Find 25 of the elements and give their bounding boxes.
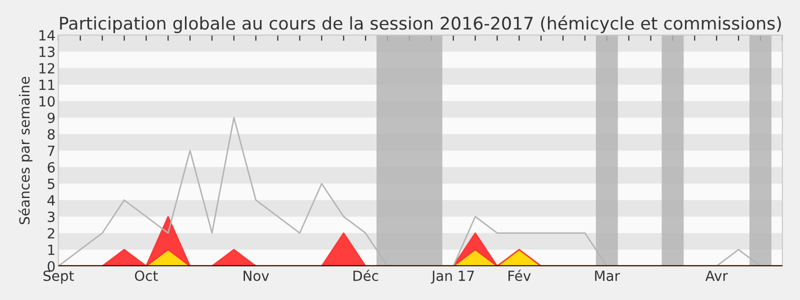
x-tick-label: Oct <box>134 270 158 282</box>
x-tick-label: Jan 17 <box>430 270 474 284</box>
y-tick-label: 10 <box>39 96 55 107</box>
y-tick-label: 12 <box>39 63 54 74</box>
y-tick-label: 7 <box>48 146 54 156</box>
chart-title: Participation globale au cours de la session 2016-2017 (hémicycle et commissions) <box>60 16 781 34</box>
y-tick-label: 6 <box>48 162 55 173</box>
y-tick-label: 14 <box>39 30 55 40</box>
x-tick-label: Sept <box>44 270 74 284</box>
y-axis-title: Séances par semaine <box>18 76 32 224</box>
y-tick-label: 9 <box>48 112 55 124</box>
y-tick-label: 8 <box>48 129 55 140</box>
y-tick-label: 0 <box>48 261 55 272</box>
x-tick-label: Nov <box>244 270 269 282</box>
x-tick-label: Fév <box>508 270 531 282</box>
x-tick-label: Avr <box>705 270 728 281</box>
y-tick-label: 3 <box>48 212 55 222</box>
y-tick-label: 4 <box>47 195 55 206</box>
y-tick-label: 11 <box>39 80 54 90</box>
y-tick-label: 13 <box>39 46 55 58</box>
y-tick-label: 2 <box>48 228 54 238</box>
x-tick-label: Déc <box>353 270 378 282</box>
y-tick-label: 1 <box>48 244 54 255</box>
y-tick-label: 5 <box>48 178 54 190</box>
x-tick-label: Mar <box>595 270 620 282</box>
